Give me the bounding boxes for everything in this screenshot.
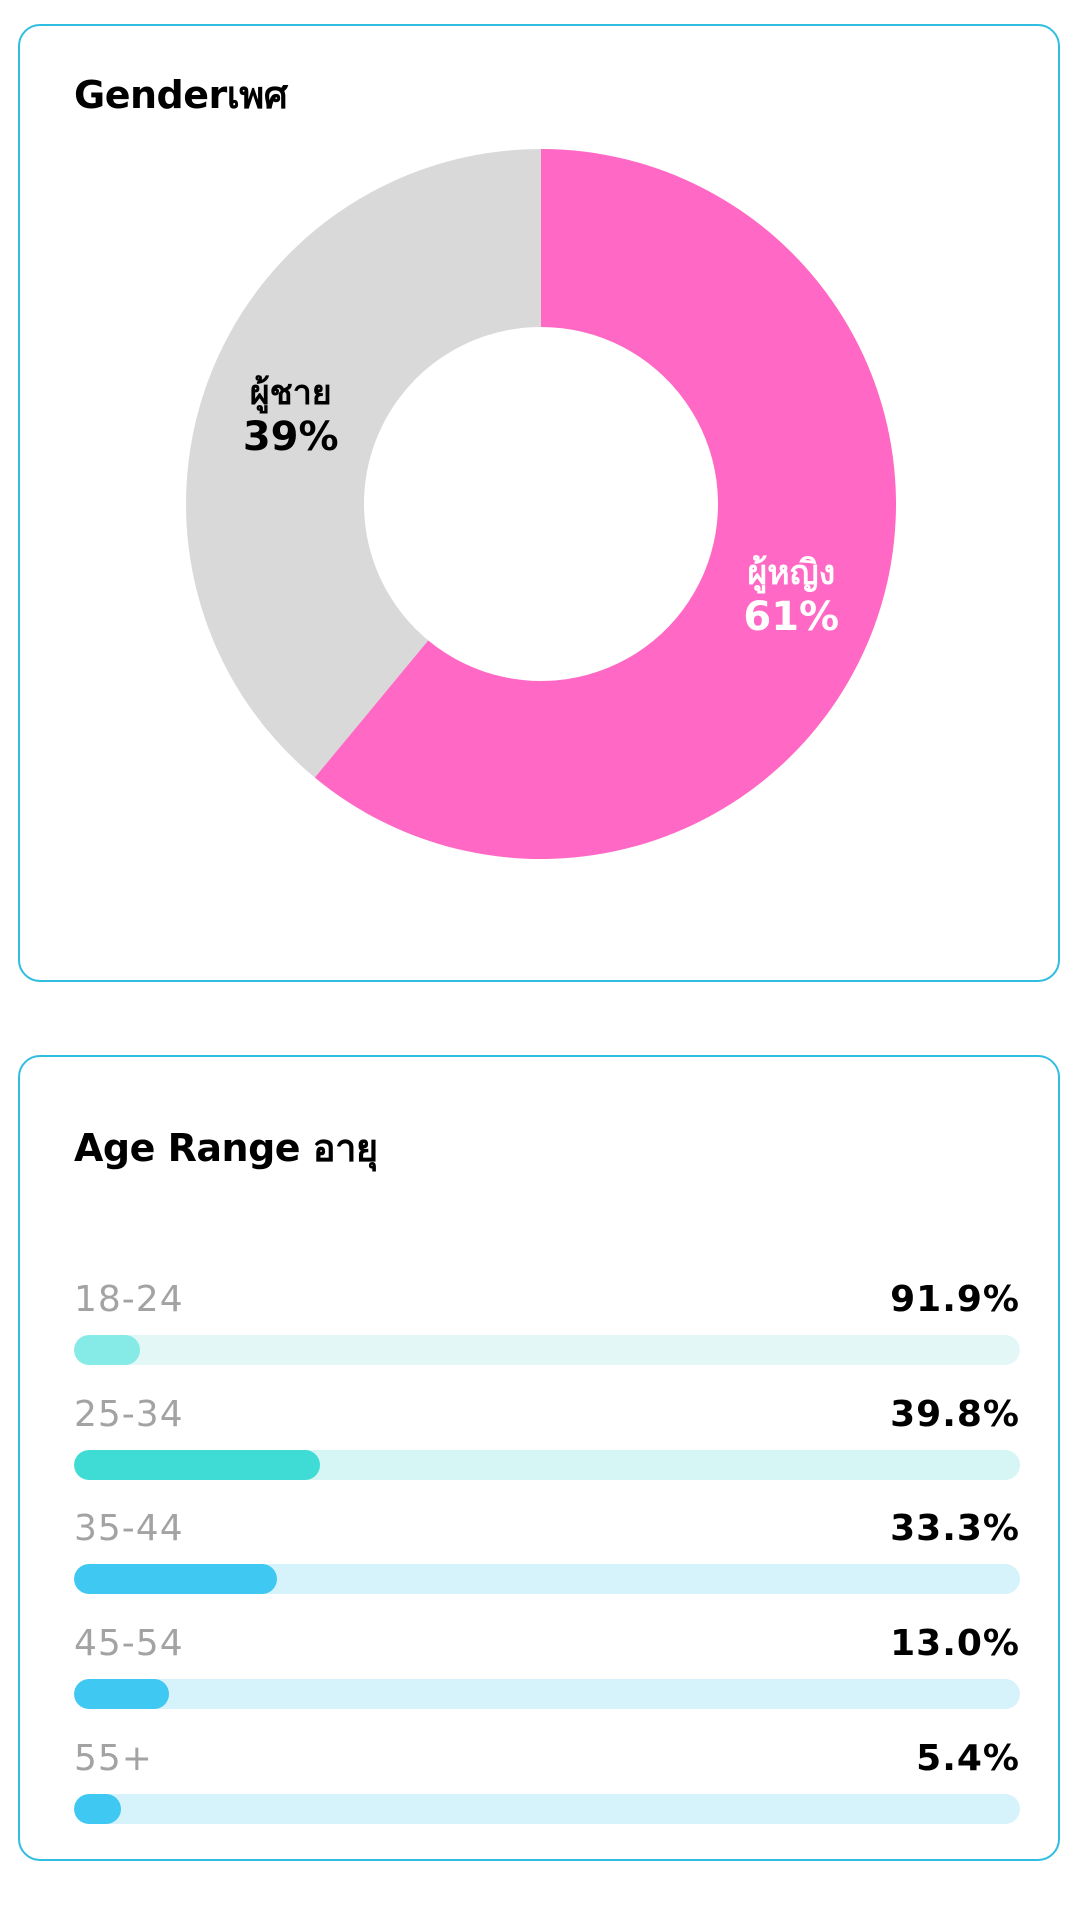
age-value: 33.3% (890, 1508, 1020, 1549)
age-label: 18-24 (74, 1279, 184, 1320)
age-range-title: Age Range อายุ (74, 1126, 378, 1170)
age-bar-track (74, 1794, 1020, 1824)
age-bar-fill (74, 1679, 169, 1709)
age-bar-track (74, 1450, 1020, 1480)
age-bar-fill (74, 1450, 320, 1480)
donut-label-name-1: ผู้ชาย (250, 373, 332, 414)
age-row-55+: 55+ 5.4% (74, 1738, 1020, 1838)
donut-label-value-1: 39% (243, 414, 339, 460)
gender-title: Genderเพศ (74, 73, 288, 117)
gender-card: Genderเพศ ผู้หญิง 61% ผู้ชาย 39% (18, 24, 1060, 982)
age-label: 45-54 (74, 1623, 184, 1664)
age-bar-track (74, 1564, 1020, 1594)
age-label: 55+ (74, 1738, 153, 1779)
age-row-45-54: 45-54 13.0% (74, 1623, 1020, 1723)
age-bar-track (74, 1335, 1020, 1365)
age-bar-fill (74, 1794, 122, 1824)
age-value: 5.4% (916, 1738, 1020, 1779)
age-value: 39.8% (890, 1394, 1020, 1435)
age-value: 13.0% (890, 1623, 1020, 1664)
age-bar-fill (74, 1564, 278, 1594)
donut-slice-male (185, 149, 541, 778)
age-row-25-34: 25-34 39.8% (74, 1394, 1020, 1494)
age-range-card: Age Range อายุ 18-24 91.9% 25-34 39.8% 35-44… (18, 1055, 1060, 1861)
donut-label-name-0: ผู้หญิง (747, 553, 835, 594)
age-bar-track (74, 1679, 1020, 1709)
donut-slice-female (314, 149, 896, 860)
age-value: 91.9% (890, 1279, 1020, 1320)
donut-label-value-0: 61% (743, 594, 839, 640)
age-row-35-44: 35-44 33.3% (74, 1508, 1020, 1608)
age-bar-fill (74, 1335, 141, 1365)
age-label: 35-44 (74, 1508, 184, 1549)
age-label: 25-34 (74, 1394, 184, 1435)
age-row-18-24: 18-24 91.9% (74, 1279, 1020, 1379)
